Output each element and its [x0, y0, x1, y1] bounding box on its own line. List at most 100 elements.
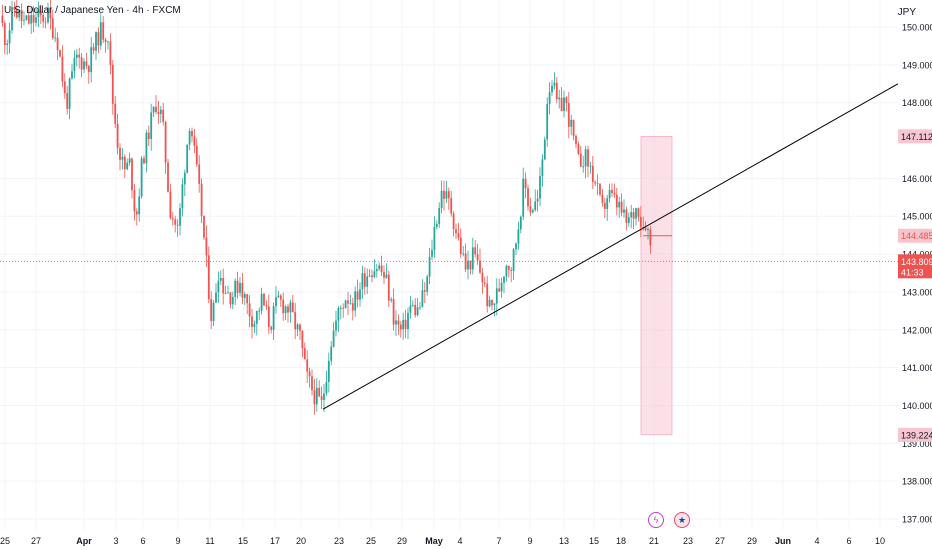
- candle-body: [126, 162, 129, 170]
- candle-body: [378, 265, 381, 270]
- candle-body: [551, 85, 553, 93]
- candle-body: [402, 319, 405, 330]
- x-tick-label: 4: [814, 536, 819, 546]
- symbol-title[interactable]: U.S. Dollar / Japanese Yen · 4h · FXCM: [4, 5, 181, 16]
- candle-body: [399, 324, 402, 330]
- candle-body: [599, 183, 601, 195]
- candle-body: [337, 308, 340, 321]
- candle-body: [452, 213, 455, 230]
- candle-body: [291, 302, 294, 313]
- candle-body: [32, 15, 35, 23]
- candle-body: [73, 57, 76, 72]
- x-tick-label: 23: [334, 536, 344, 546]
- candle-body: [289, 302, 292, 313]
- candle-body: [351, 303, 354, 311]
- candle-body: [6, 43, 9, 46]
- price-axis[interactable]: 150.000149.000148.000146.000145.000144.0…: [898, 23, 932, 525]
- candle-body: [505, 265, 508, 277]
- y-tick-label: 141.000: [902, 363, 932, 373]
- x-tick-label: 6: [846, 536, 851, 546]
- candle-body: [270, 326, 273, 330]
- candle-body: [332, 330, 335, 347]
- candle-body: [90, 47, 93, 73]
- x-tick-label: 6: [140, 536, 145, 546]
- candle-body: [529, 206, 532, 213]
- current-price-bg: [898, 254, 932, 279]
- candle-body: [330, 346, 333, 361]
- candle-body: [116, 123, 119, 148]
- time-axis[interactable]: 25 27 Apr 3 6 9 11 15 17 20 23 25 29 May 4 7 9 13 15 18 21 23…: [0, 536, 885, 546]
- candle-body: [589, 165, 592, 167]
- candle-body: [630, 212, 633, 218]
- candle-body: [507, 265, 510, 270]
- candle-body: [387, 274, 390, 301]
- candle-body: [191, 130, 193, 137]
- candle-body: [27, 15, 30, 24]
- candle-body: [481, 272, 484, 283]
- lightning-icon[interactable]: ϟ: [648, 512, 664, 528]
- candle-body: [618, 201, 621, 208]
- candle-body: [128, 158, 131, 163]
- y-tick-label: 142.000: [902, 325, 932, 335]
- candle-body: [541, 159, 544, 177]
- candle-body: [217, 280, 220, 293]
- zone-box: [640, 135, 673, 436]
- overlay: [0, 83, 899, 410]
- candle-body: [255, 310, 258, 324]
- candle-body: [275, 297, 277, 307]
- target-price-label: 147.112: [901, 132, 932, 142]
- candle-body: [447, 191, 450, 199]
- candle-body: [210, 299, 213, 321]
- candle-body: [325, 382, 328, 394]
- candle-body: [428, 256, 431, 277]
- candle-body: [171, 218, 174, 220]
- candle-body: [373, 271, 376, 278]
- candle-body: [306, 359, 309, 372]
- candle-body: [267, 306, 270, 327]
- candle-body: [601, 194, 604, 203]
- candle-body: [647, 229, 649, 231]
- candle-body: [51, 18, 54, 39]
- candle-body: [193, 136, 196, 146]
- candle-body: [123, 156, 126, 170]
- candle-body: [527, 188, 529, 207]
- candle-body: [426, 276, 429, 292]
- candle-body: [411, 304, 414, 306]
- candle-body: [102, 22, 105, 40]
- candle-body: [632, 212, 635, 219]
- candle-body: [140, 158, 143, 197]
- candle-body: [560, 97, 563, 112]
- candle-body: [97, 32, 100, 46]
- candle-body: [553, 82, 556, 86]
- candle-body: [375, 269, 378, 272]
- candle-body: [155, 106, 157, 113]
- candle-body: [579, 153, 582, 167]
- candle-body: [222, 278, 225, 294]
- candle-body: [203, 215, 205, 238]
- y-tick-label: 137.000: [902, 515, 932, 525]
- candle-body: [227, 292, 229, 294]
- x-tick-label: 9: [175, 536, 180, 546]
- candle-body: [445, 191, 448, 199]
- candle-body: [135, 211, 138, 215]
- candle-body: [37, 10, 40, 18]
- risk-reward-zone[interactable]: [640, 135, 673, 436]
- candle-body: [66, 93, 69, 109]
- candle-body: [603, 202, 606, 209]
- candle-body: [558, 97, 561, 100]
- candle-body: [279, 295, 282, 300]
- candle-body: [236, 280, 239, 293]
- candle-body: [397, 320, 400, 325]
- us-flag-icon[interactable]: ★: [674, 512, 690, 528]
- candle-body: [83, 61, 85, 70]
- candle-body: [380, 265, 383, 273]
- candle-body: [68, 78, 71, 109]
- candle-body: [277, 295, 280, 298]
- candle-body: [524, 178, 527, 189]
- candle-body: [42, 15, 45, 22]
- candle-body: [479, 260, 481, 273]
- candle-body: [500, 282, 503, 292]
- candle-body: [265, 305, 268, 307]
- candle-body: [416, 307, 419, 316]
